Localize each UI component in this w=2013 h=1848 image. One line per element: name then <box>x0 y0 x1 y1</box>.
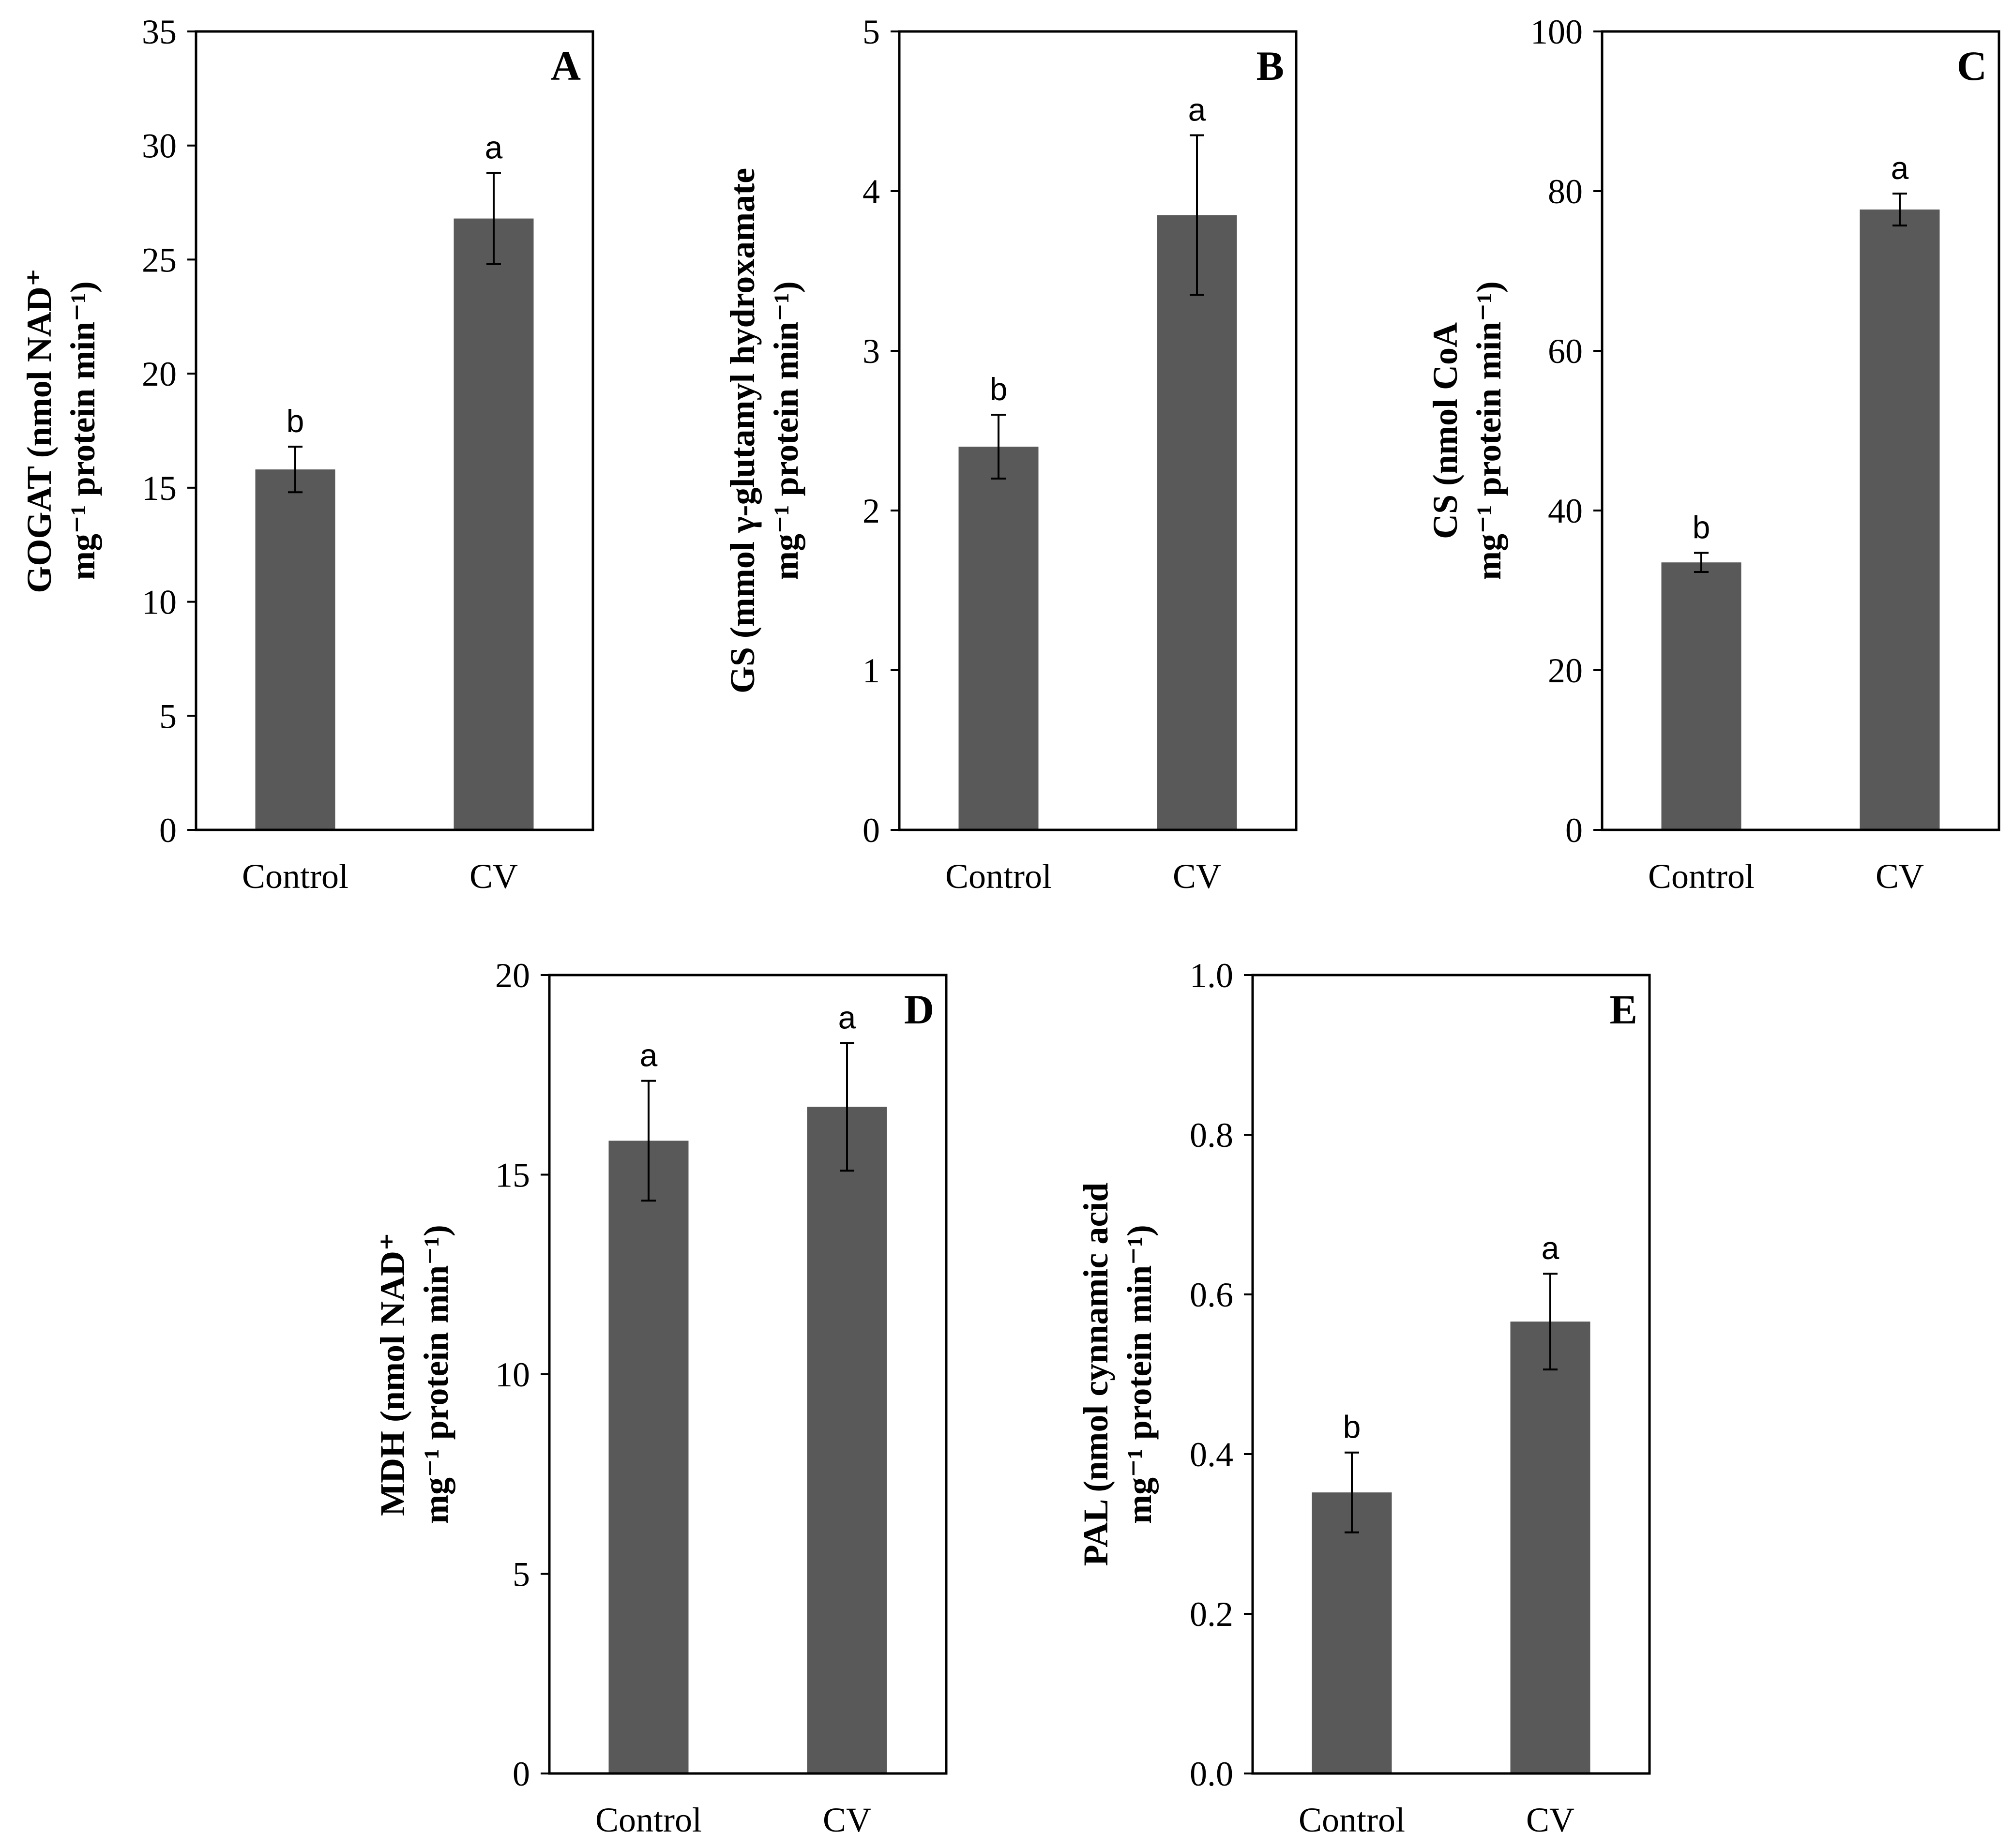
y-tick-label: 2 <box>863 492 880 530</box>
error-bar-b-cv <box>1190 134 1204 296</box>
x-tick-label-control: Control <box>1299 1801 1405 1839</box>
x-tick-label-control: Control <box>242 857 348 896</box>
y-axis-title-line2: mg⁻¹ protein min⁻¹) <box>1469 281 1508 580</box>
error-bar-d-cv <box>840 1042 854 1172</box>
x-tick-label-control: Control <box>1648 857 1755 896</box>
y-tick-label: 30 <box>142 127 177 165</box>
plot-frame-e <box>1251 974 1651 1775</box>
y-tick-label: 0.4 <box>1190 1435 1233 1474</box>
y-tick-label: 5 <box>159 697 177 736</box>
y-tick-label: 0 <box>863 811 880 850</box>
error-bar-c-control <box>1694 552 1709 573</box>
plot-frame-c <box>1601 30 2000 831</box>
y-tick-label: 5 <box>863 13 880 51</box>
bar-d-control <box>608 1141 689 1773</box>
panel-c: b a 0 20 40 60 80 100 Control CV C CS (nmol CoA mg⁻¹… <box>1426 13 2000 896</box>
y-tick-label: 0 <box>1565 811 1583 850</box>
y-tick-label: 0.0 <box>1190 1755 1233 1793</box>
y-tick-label: 0 <box>159 811 177 850</box>
x-tick-label-cv: CV <box>1173 857 1221 896</box>
x-tick-label-cv: CV <box>823 1801 871 1839</box>
y-axis-title-line1: PAL (nmol cynnamic acid <box>1076 1183 1115 1566</box>
x-tick-label-cv: CV <box>1876 857 1924 896</box>
y-tick-label: 20 <box>1548 651 1583 690</box>
y-axis-title-line2: mg⁻¹ protein min⁻¹) <box>767 281 805 580</box>
error-bar-e-control <box>1345 1451 1359 1533</box>
y-axis-title-line2: mg⁻¹ protein min⁻¹) <box>63 281 102 580</box>
panel-letter-b: B <box>1256 43 1284 89</box>
x-tick-label-cv: CV <box>1526 1801 1574 1839</box>
panel-letter-c: C <box>1957 43 1987 89</box>
bar-b-cv <box>1157 215 1237 830</box>
y-tick-label: 10 <box>495 1355 530 1394</box>
panel-b: b a 0 1 2 3 4 5 Control CV B GS (mmol γ-glutamyl hy… <box>723 13 1298 896</box>
bar-a-cv <box>454 218 534 830</box>
significance-letter: a <box>640 1037 658 1073</box>
bar-b-control <box>958 447 1039 830</box>
error-bar-e-cv <box>1543 1273 1558 1371</box>
panel-a: b a 0 5 10 15 20 25 30 35 Control CV A GOGAT (nmol NA… <box>20 13 594 896</box>
significance-letter: a <box>1891 150 1909 186</box>
x-tick-label-control: Control <box>945 857 1052 896</box>
y-tick-label: 20 <box>142 355 177 393</box>
bar-c-cv <box>1860 209 1940 830</box>
y-tick-label: 25 <box>142 240 177 279</box>
bar-a-control <box>255 469 335 830</box>
bar-e-control <box>1312 1492 1392 1773</box>
panel-e: b a 0.0 0.2 0.4 0.6 0.8 1.0 Control CV E PAL (nmol … <box>1076 956 1651 1839</box>
plot-frame-a <box>195 30 594 831</box>
y-axis-title-line2: mg⁻¹ protein min⁻¹) <box>417 1225 455 1524</box>
x-tick-label-cv: CV <box>469 857 518 896</box>
panel-letter-a: A <box>551 43 581 89</box>
y-tick-label: 1 <box>863 651 880 690</box>
y-tick-label: 0.2 <box>1190 1595 1233 1634</box>
y-tick-label: 20 <box>495 956 530 995</box>
bar-c-control <box>1661 562 1741 830</box>
panel-letter-d: D <box>904 986 934 1033</box>
significance-letter: a <box>1188 92 1206 128</box>
significance-letter: a <box>838 999 856 1035</box>
y-tick-label: 0.6 <box>1190 1276 1233 1314</box>
y-tick-label: 100 <box>1530 13 1583 51</box>
bar-d-cv <box>807 1107 887 1773</box>
error-bar-c-cv <box>1892 192 1907 226</box>
y-axis-title-line2: mg⁻¹ protein min⁻¹) <box>1120 1225 1159 1524</box>
error-bar-a-cv <box>486 172 501 265</box>
y-tick-label: 0.8 <box>1190 1116 1233 1155</box>
y-tick-label: 35 <box>142 13 177 51</box>
bar-e-cv <box>1510 1322 1590 1773</box>
y-axis-title-line1: GOGAT (nmol NAD⁺ <box>20 268 59 593</box>
y-tick-label: 3 <box>863 332 880 371</box>
significance-letter: b <box>1693 509 1710 545</box>
panel-letter-e: E <box>1610 986 1637 1033</box>
panel-d: a a 0 5 10 15 20 Control CV D MDH (nmol NAD⁺ mg⁻¹ p… <box>373 956 948 1839</box>
significance-letter: b <box>287 403 304 439</box>
y-tick-label: 5 <box>513 1555 530 1594</box>
y-tick-label: 4 <box>863 172 880 211</box>
y-tick-label: 0 <box>513 1755 530 1793</box>
significance-letter: a <box>1542 1230 1559 1266</box>
y-tick-label: 15 <box>142 469 177 508</box>
error-bar-b-control <box>991 414 1006 480</box>
significance-letter: b <box>1343 1409 1361 1445</box>
y-axis-title-line1: CS (nmol CoA <box>1426 322 1465 539</box>
y-tick-label: 1.0 <box>1190 956 1233 995</box>
x-tick-label-control: Control <box>595 1801 702 1839</box>
significance-letter: b <box>990 371 1008 407</box>
y-tick-label: 80 <box>1548 172 1583 211</box>
y-tick-label: 40 <box>1548 492 1583 530</box>
error-bar-d-control <box>641 1080 656 1202</box>
y-tick-label: 15 <box>495 1156 530 1195</box>
plot-frame-b <box>898 30 1298 831</box>
error-bar-a-control <box>288 446 303 494</box>
y-tick-label: 60 <box>1548 332 1583 371</box>
y-tick-label: 10 <box>142 583 177 622</box>
y-axis-title-line1: GS (mmol γ-glutamyl hydroxamate <box>723 168 762 693</box>
y-axis-title-line1: MDH (nmol NAD⁺ <box>373 1232 412 1516</box>
significance-letter: a <box>485 129 503 165</box>
